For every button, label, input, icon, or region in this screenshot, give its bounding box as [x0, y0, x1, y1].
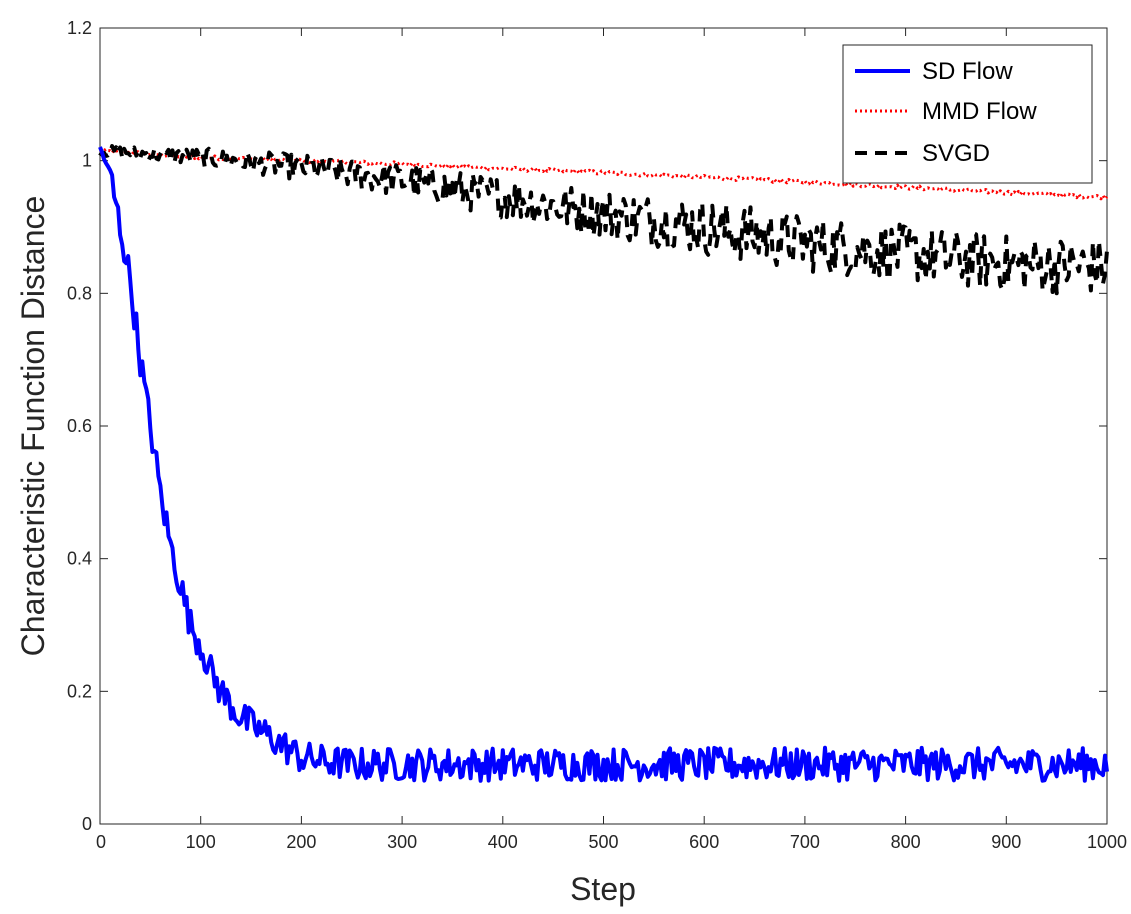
x-tick-label: 400 [488, 832, 518, 852]
y-tick-label: 0.4 [67, 549, 92, 569]
legend-label-sd-flow: SD Flow [922, 58, 1013, 85]
legend-item-mmd-flow: MMD Flow [855, 98, 1037, 125]
ticks [99, 27, 1108, 825]
y-tick-label: 0 [82, 814, 92, 834]
legend-box [842, 44, 1093, 184]
legend-item-sd-flow: SD Flow [855, 58, 1013, 85]
x-tick-label: 0 [96, 832, 106, 852]
legend-label-svgd: SVGD [922, 140, 990, 167]
x-axis-label: Step [570, 871, 636, 907]
series-line-sd-flow [98, 146, 1109, 783]
x-tick-label: 1000 [1087, 832, 1127, 852]
y-tick-label: 0.6 [67, 416, 92, 436]
y-tick-label: 1 [82, 151, 92, 171]
legend-label-mmd-flow: MMD Flow [922, 98, 1037, 125]
x-tick-label: 500 [588, 832, 618, 852]
y-axis-label: Characteristic Function Distance [15, 196, 51, 657]
x-tick-label: 600 [689, 832, 719, 852]
x-tick-label: 800 [891, 832, 921, 852]
series-layer [98, 144, 1109, 783]
tick-labels: 0 100 200 300 400 500 600 700 800 900 1000 0 0.2 0.4 0… [67, 18, 1127, 852]
legend-item-svgd: SVGD [855, 140, 990, 167]
x-tick-label: 300 [387, 832, 417, 852]
legend: SD Flow MMD Flow SVGD [842, 44, 1093, 184]
y-tick-label: 0.2 [67, 681, 92, 701]
y-tick-label: 0.8 [67, 283, 92, 303]
x-tick-label: 900 [991, 832, 1021, 852]
y-tick-label: 1.2 [67, 18, 92, 38]
x-tick-label: 100 [186, 832, 216, 852]
x-tick-label: 200 [286, 832, 316, 852]
x-tick-label: 700 [790, 832, 820, 852]
